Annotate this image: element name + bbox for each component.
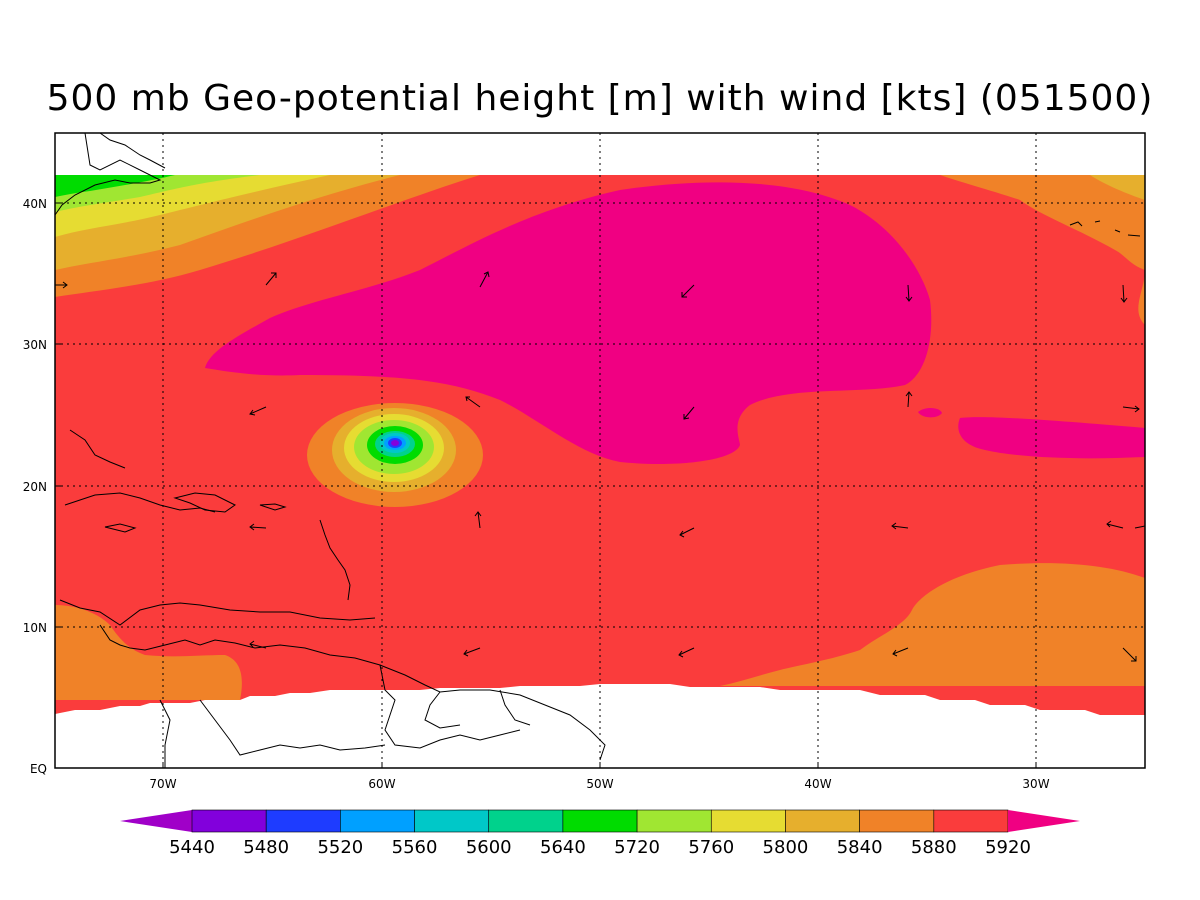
colorbar-label: 5480 (243, 837, 289, 858)
wind-arrow (1134, 525, 1146, 529)
hispaniola (173, 492, 236, 513)
contour-5880-se (720, 563, 1145, 686)
colorbar-label: 5640 (540, 837, 586, 858)
colorbar-swatch (488, 809, 564, 833)
colorbar-swatch (859, 809, 935, 833)
wind-arrow (678, 647, 695, 658)
wind-arrow (465, 396, 481, 408)
contour-5960-ridge (205, 182, 932, 465)
colorbar-swatch (191, 809, 267, 833)
venezuela-interior (379, 664, 521, 749)
puerto-rico (259, 503, 287, 511)
colorbar-label: 5520 (317, 837, 363, 858)
colorbar-label: 5560 (392, 837, 438, 858)
lat-label-20n: 20N (23, 480, 47, 494)
contour-5880-sw (55, 605, 242, 700)
central-america-coast (59, 599, 376, 626)
hurricane-low (307, 403, 483, 507)
lon-label-60w: 60W (368, 777, 395, 791)
colorbar-label: 5600 (466, 837, 512, 858)
colorbar-label: 5880 (911, 837, 957, 858)
lon-label-70w: 70W (149, 777, 176, 791)
colorbar-swatch (265, 809, 341, 833)
lesser-antilles (319, 519, 351, 601)
contour-5840-ne (1090, 175, 1145, 200)
wind-arrow (905, 391, 913, 408)
wind-arrow (55, 281, 68, 289)
wind-vectors (55, 271, 1146, 662)
us-northeast-coast (54, 132, 162, 216)
wind-arrow (265, 272, 277, 286)
colorbar-swatch (340, 809, 415, 833)
wind-arrow (1106, 520, 1124, 529)
wind-arrow (479, 271, 490, 288)
wind-arrow (1120, 284, 1128, 303)
contour-5720-nw (55, 175, 175, 197)
colorbar: 5440 5480 5520 5560 5600 5640 5720 5760 5800 5840… (120, 809, 1080, 858)
colorbar-label: 5720 (614, 837, 660, 858)
jamaica (104, 523, 137, 533)
lat-lon-grid (55, 133, 1145, 768)
wind-arrow (249, 523, 267, 531)
lon-label-30w: 30W (1022, 777, 1049, 791)
colorbar-swatch (933, 809, 1009, 833)
south-america-north-coast (99, 624, 606, 761)
axis-ticks (55, 202, 1037, 768)
colorbar-label: 5760 (688, 837, 734, 858)
lat-label-30n: 30N (23, 338, 47, 352)
lon-label-50w: 50W (586, 777, 613, 791)
panama-coast (159, 699, 171, 768)
wind-arrow (905, 284, 913, 302)
lat-label-eq: EQ (30, 762, 47, 776)
colorbar-label: 5800 (763, 837, 809, 858)
colorbar-swatch (636, 809, 712, 833)
wind-arrow (679, 527, 695, 538)
colombia-border (199, 699, 386, 756)
colorbar-arrow-low (120, 810, 192, 832)
cape-verde-islands (1069, 220, 1141, 237)
contour-5960-east (958, 417, 1145, 459)
colorbar-label: 5920 (985, 837, 1031, 858)
colorbar-label: 5840 (837, 837, 883, 858)
lat-label-40n: 40N (23, 197, 47, 211)
wind-arrow (891, 522, 909, 530)
canada-coast (99, 132, 166, 169)
wind-arrow (683, 406, 695, 420)
wind-arrow (892, 647, 909, 657)
wind-arrow (1122, 647, 1137, 662)
wind-arrow (463, 647, 481, 657)
contour-5880-ne (940, 175, 1145, 325)
suriname-border (499, 689, 531, 726)
colorbar-swatch (710, 809, 786, 833)
contour-5960-dot (918, 407, 942, 418)
colorbar-swatch (785, 809, 860, 833)
wind-arrow (474, 511, 482, 529)
wind-arrow (1122, 405, 1140, 413)
colorbar-arrow-high (1008, 810, 1080, 832)
guyana-border (424, 691, 461, 729)
colorbar-swatch (414, 809, 490, 833)
colorbar-swatch (562, 809, 638, 833)
lon-label-40w: 40W (804, 777, 831, 791)
bahamas (69, 429, 126, 469)
lat-label-10n: 10N (23, 621, 47, 635)
map-title: 500 mb Geo-potential height [m] with win… (46, 78, 1154, 119)
colorbar-label: 5440 (169, 837, 215, 858)
wind-arrow (249, 406, 267, 416)
wind-arrow (249, 640, 267, 649)
cuba (64, 492, 216, 513)
coastlines (54, 132, 1141, 768)
wind-arrow (681, 284, 695, 298)
